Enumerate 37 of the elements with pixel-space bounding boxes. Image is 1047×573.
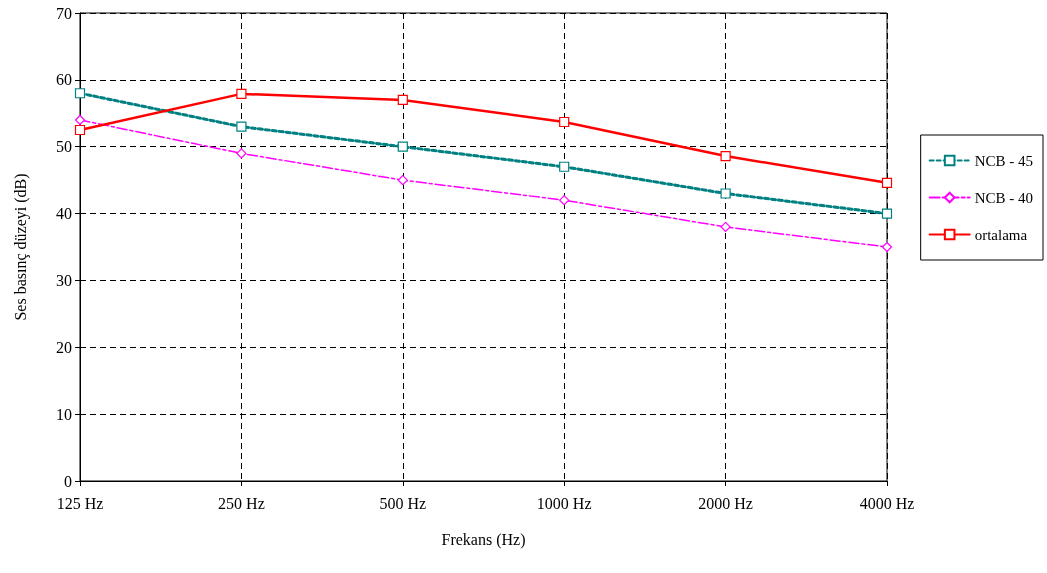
x-axis-title: Frekans (Hz) xyxy=(441,530,526,549)
x-tick-label: 250 Hz xyxy=(218,494,265,512)
y-tick-label: 0 xyxy=(64,472,72,490)
point xyxy=(397,141,408,152)
point xyxy=(236,88,247,99)
y-tick-label: 30 xyxy=(56,271,72,289)
point xyxy=(74,88,86,99)
y-tick-label: 60 xyxy=(56,71,72,89)
x-tick-label: 500 Hz xyxy=(379,494,427,512)
y-tick-label: 20 xyxy=(56,338,72,356)
x-tick-label: 4000 Hz xyxy=(859,494,915,512)
y-tick-label: 10 xyxy=(56,405,72,423)
point xyxy=(74,114,86,126)
point xyxy=(74,124,86,136)
point xyxy=(881,241,893,253)
legend-label: ortalama xyxy=(974,226,1028,243)
y-tick-label: 70 xyxy=(56,4,72,22)
point xyxy=(559,195,570,206)
x-tick-label: 125 Hz xyxy=(56,494,104,512)
point xyxy=(236,148,247,159)
y-axis-title: Ses basınç düzeyi (dB) xyxy=(11,173,30,321)
x-tick-label: 1000 Hz xyxy=(536,494,592,512)
legend-label: NCB - 45 xyxy=(974,152,1034,169)
y-tick-label: 50 xyxy=(56,138,72,156)
point xyxy=(720,188,731,199)
point xyxy=(397,94,408,106)
legend-label: NCB - 40 xyxy=(974,189,1034,206)
point xyxy=(397,175,408,186)
point xyxy=(881,208,893,219)
point xyxy=(559,161,570,172)
point xyxy=(236,121,247,132)
point xyxy=(720,221,731,233)
point xyxy=(559,116,570,128)
x-tick-label: 2000 Hz xyxy=(698,494,753,512)
point xyxy=(720,150,731,162)
point xyxy=(881,177,893,188)
y-tick-label: 40 xyxy=(56,205,72,223)
